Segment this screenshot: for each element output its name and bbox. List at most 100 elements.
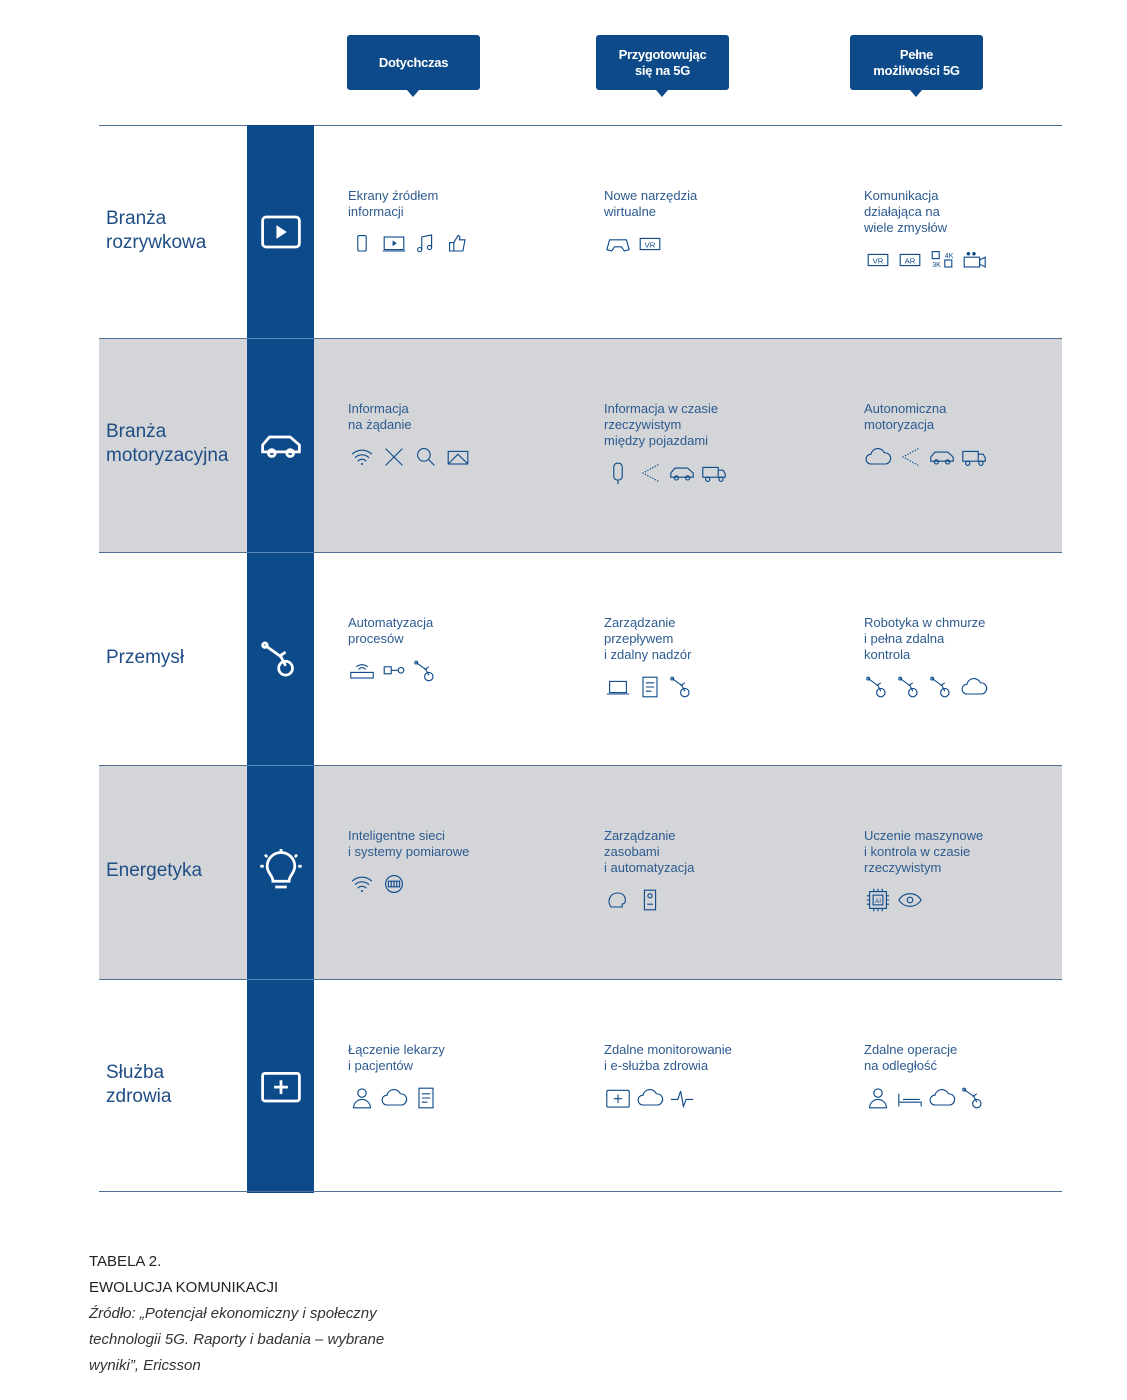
car-icon bbox=[930, 451, 954, 465]
cell-icons bbox=[864, 1084, 1064, 1112]
cell-icons bbox=[348, 657, 548, 685]
robot-arm-icon bbox=[866, 676, 886, 698]
table-row: Służba zdrowia Łączenie lekarzy i pacjen… bbox=[99, 979, 1062, 1193]
robot-arm-icon bbox=[670, 676, 690, 698]
column-header: Dotychczas bbox=[347, 35, 480, 97]
cloud-icon bbox=[865, 448, 892, 465]
svg-text:4K: 4K bbox=[945, 253, 954, 260]
cell-text: Zarządzanie zasobami i automatyzacja bbox=[604, 828, 695, 875]
caption-label: TABELA 2. bbox=[89, 1253, 162, 1270]
table-cell: Robotyka w chmurze i pełna zdalna kontro… bbox=[864, 615, 1064, 701]
signal-icon bbox=[901, 448, 919, 466]
4k-3k-icon: 4K 3K bbox=[931, 251, 954, 269]
cell-text: Informacja w czasie rzeczywistym między … bbox=[604, 401, 719, 448]
category-band bbox=[247, 125, 314, 1193]
bed-icon bbox=[898, 1093, 922, 1107]
eye-icon bbox=[898, 893, 922, 907]
robot-arm-icon bbox=[962, 1087, 982, 1109]
row-category-icon bbox=[249, 1054, 313, 1118]
play-icon bbox=[261, 215, 301, 249]
row-label: Przemysł bbox=[106, 646, 185, 668]
cell-icons bbox=[864, 443, 1064, 471]
cell-icons bbox=[604, 886, 804, 914]
signal-icon bbox=[641, 464, 659, 482]
cell-icons bbox=[864, 673, 1064, 701]
thumbs-up-icon bbox=[449, 235, 466, 252]
band-divider bbox=[247, 979, 314, 980]
table-cell: Informacja na żądanie bbox=[348, 401, 548, 471]
cell-text: Uczenie maszynowe i kontrola w czasie rz… bbox=[864, 828, 984, 875]
robot-arm-icon bbox=[898, 676, 918, 698]
band-divider bbox=[247, 338, 314, 339]
cell-text: Autonomiczna motoryzacja bbox=[864, 401, 947, 432]
heartbeat-icon bbox=[670, 1090, 694, 1109]
svg-text:AR: AR bbox=[905, 257, 916, 266]
cell-text: Zdalne monitorowanie i e-służba zdrowia bbox=[604, 1042, 732, 1073]
cell-text: Nowe narzędzia wirtualne bbox=[604, 188, 698, 219]
cell-icons bbox=[348, 1084, 548, 1112]
row-category-icon bbox=[249, 200, 313, 264]
cell-text: Zdalne operacje na odległość bbox=[864, 1042, 958, 1073]
cell-icons: VR bbox=[604, 230, 804, 258]
row-label: Służba zdrowia bbox=[106, 1061, 172, 1107]
table-cell: Zarządzanie zasobami i automatyzacja bbox=[604, 828, 804, 914]
medical-kit-icon bbox=[261, 1071, 301, 1103]
gamepad-icon bbox=[606, 239, 630, 252]
table-cell: Nowe narzędzia wirtualne VR bbox=[604, 188, 804, 258]
head-icon bbox=[608, 892, 626, 908]
cell-icons bbox=[348, 230, 548, 258]
cell-text: Zarządzanie przepływem i zdalny nadzór bbox=[604, 615, 692, 662]
row-category-icon bbox=[249, 413, 313, 477]
cell-icons bbox=[604, 459, 804, 487]
cell-text: Informacja na żądanie bbox=[348, 401, 412, 432]
search-icon bbox=[417, 448, 435, 466]
svg-text:3K: 3K bbox=[932, 262, 941, 269]
robot-arm-icon bbox=[414, 660, 434, 682]
cloud-icon bbox=[381, 1089, 408, 1106]
meter-icon bbox=[385, 875, 403, 893]
person-icon bbox=[353, 1088, 371, 1109]
checklist-icon bbox=[418, 1087, 434, 1109]
traffic-light-icon bbox=[613, 462, 623, 485]
router-icon bbox=[350, 664, 374, 679]
table-row: Energetyka Inteligentne sieci i systemy … bbox=[99, 765, 1062, 979]
table-cell: Zdalne monitorowanie i e-służba zdrowia bbox=[604, 1042, 804, 1112]
table-bottom-rule bbox=[99, 1191, 1062, 1192]
band-divider bbox=[247, 765, 314, 766]
music-icon bbox=[417, 234, 433, 253]
column-header: Przygotowując się na 5G bbox=[596, 35, 729, 97]
row-category-icon bbox=[249, 627, 313, 691]
table-cell: Autonomiczna motoryzacja bbox=[864, 401, 1064, 471]
table-row: Branża rozrywkowa Ekrany źródłem informa… bbox=[99, 125, 1062, 339]
device-icon bbox=[643, 889, 657, 911]
car-icon bbox=[670, 467, 694, 481]
table-cell: Informacja w czasie rzeczywistym między … bbox=[604, 401, 804, 487]
cloud-icon bbox=[929, 1089, 956, 1106]
ar-icon: AR bbox=[899, 253, 921, 267]
svg-text:VR: VR bbox=[873, 257, 884, 266]
car-icon bbox=[261, 435, 301, 458]
row-label: Branża rozrywkowa bbox=[106, 207, 207, 253]
robot-arm-icon bbox=[261, 641, 294, 677]
cloud-icon bbox=[637, 1089, 664, 1106]
sensor-icon bbox=[383, 666, 405, 675]
cloud-icon bbox=[961, 678, 988, 695]
cell-text: Robotyka w chmurze i pełna zdalna kontro… bbox=[864, 615, 986, 662]
band-divider bbox=[247, 552, 314, 553]
column-header: Pełne możliwości 5G bbox=[850, 35, 983, 97]
table-row: Przemysł Automatyzacja procesów Zarządza… bbox=[99, 552, 1062, 766]
table-cell: Łączenie lekarzy i pacjentów bbox=[348, 1042, 548, 1112]
cell-text: Ekrany źródłem informacji bbox=[348, 188, 439, 219]
cell-icons bbox=[604, 1084, 804, 1112]
tools-icon bbox=[385, 448, 403, 466]
cell-icons: AI bbox=[864, 886, 1064, 914]
table-cell: Komunikacja działająca na wiele zmysłów … bbox=[864, 188, 1064, 274]
cell-text: Komunikacja działająca na wiele zmysłów bbox=[864, 188, 948, 235]
lightbulb-icon bbox=[260, 849, 302, 889]
truck-icon bbox=[962, 450, 986, 466]
table-cell: Automatyzacja procesów bbox=[348, 615, 548, 685]
svg-text:AI: AI bbox=[875, 898, 881, 905]
vr-icon: VR bbox=[867, 253, 889, 267]
truck-icon bbox=[702, 466, 726, 482]
phone-icon bbox=[357, 235, 367, 252]
